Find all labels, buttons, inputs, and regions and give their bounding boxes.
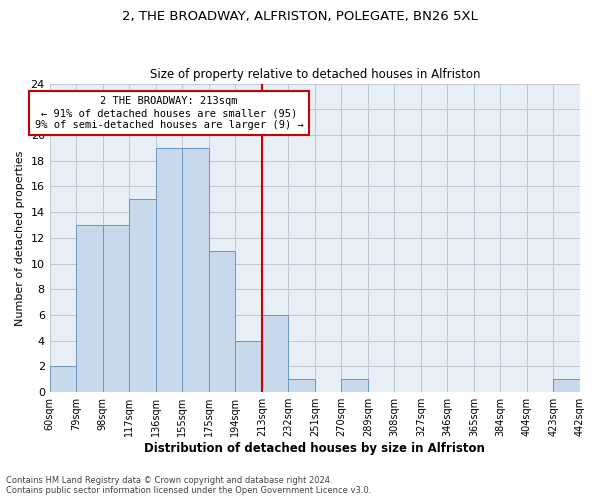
X-axis label: Distribution of detached houses by size in Alfriston: Distribution of detached houses by size … (145, 442, 485, 455)
Bar (182, 148, 209, 392)
Bar (156, 148, 182, 392)
Bar (289, 380, 315, 392)
Y-axis label: Number of detached properties: Number of detached properties (15, 150, 25, 326)
Bar (129, 200, 156, 392)
Bar (235, 341, 262, 392)
Bar (262, 315, 289, 392)
Bar (50, 366, 76, 392)
Bar (103, 225, 129, 392)
Bar (76, 225, 103, 392)
Text: 2, THE BROADWAY, ALFRISTON, POLEGATE, BN26 5XL: 2, THE BROADWAY, ALFRISTON, POLEGATE, BN… (122, 10, 478, 23)
Bar (341, 380, 368, 392)
Bar (209, 250, 235, 392)
Title: Size of property relative to detached houses in Alfriston: Size of property relative to detached ho… (149, 68, 480, 81)
Text: 2 THE BROADWAY: 213sqm
← 91% of detached houses are smaller (95)
9% of semi-deta: 2 THE BROADWAY: 213sqm ← 91% of detached… (35, 96, 304, 130)
Text: Contains HM Land Registry data © Crown copyright and database right 2024.
Contai: Contains HM Land Registry data © Crown c… (6, 476, 371, 495)
Bar (553, 380, 580, 392)
